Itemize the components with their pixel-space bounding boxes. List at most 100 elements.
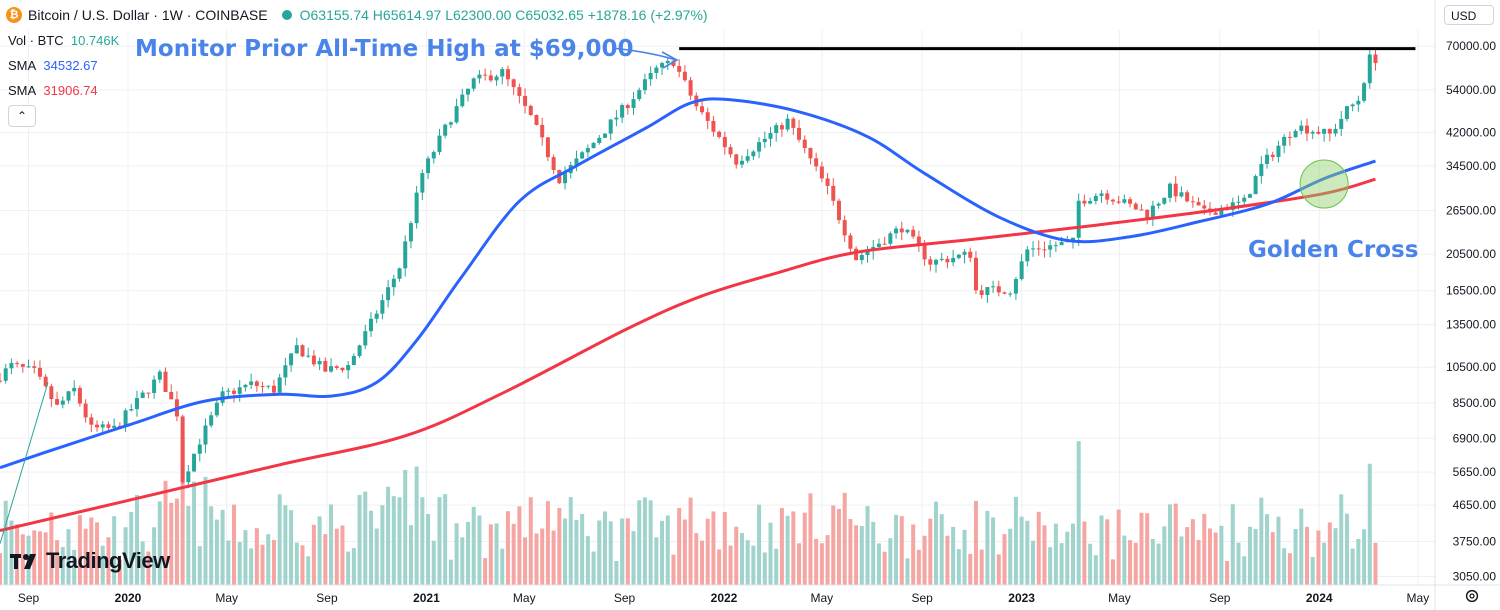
- candle-body: [49, 386, 54, 400]
- candle-body: [671, 60, 676, 67]
- candle-body: [209, 415, 214, 426]
- volume-bar: [363, 491, 368, 585]
- candle-body: [505, 69, 510, 80]
- volume-bar: [306, 556, 311, 585]
- candle-body: [648, 72, 653, 80]
- candle-body: [1322, 128, 1327, 134]
- volume-bar: [825, 535, 830, 585]
- collapse-legend-button[interactable]: ⌃: [8, 105, 36, 127]
- volume-bar: [100, 545, 105, 585]
- volume-bar: [340, 525, 345, 585]
- candle-body: [112, 425, 117, 428]
- volume-bar: [831, 505, 836, 585]
- candle-body: [232, 390, 237, 394]
- candle-body: [351, 355, 356, 366]
- volume-bar: [249, 548, 254, 585]
- candle-body: [574, 158, 579, 165]
- volume-legend[interactable]: Vol · BTC 10.746K: [8, 33, 119, 48]
- volume-bar: [443, 494, 448, 585]
- candle-body: [831, 185, 836, 201]
- candle-body: [186, 471, 191, 483]
- candle-body: [528, 105, 533, 115]
- volume-label: Vol · BTC: [8, 33, 64, 48]
- volume-bar: [1082, 521, 1087, 585]
- volume-bar: [1133, 542, 1138, 585]
- candle-body: [466, 88, 471, 95]
- volume-bar: [802, 512, 807, 585]
- candle-body: [157, 371, 162, 380]
- volume-bar: [66, 529, 71, 585]
- x-tick-label: 2022: [711, 591, 738, 605]
- volume-bar: [311, 524, 316, 585]
- candle-body: [642, 79, 647, 91]
- symbol-title[interactable]: Bitcoin / U.S. Dollar · 1W · COINBASE: [28, 7, 268, 23]
- candle-body: [237, 387, 242, 394]
- candle-body: [717, 131, 722, 137]
- candle-body: [739, 160, 744, 165]
- currency-selector[interactable]: USD: [1444, 5, 1494, 25]
- candle-body: [89, 417, 94, 425]
- volume-bar: [1156, 543, 1161, 585]
- candle-body: [1048, 245, 1053, 250]
- candle-body: [808, 147, 813, 159]
- volume-bar: [1190, 519, 1195, 585]
- volume-bar: [517, 506, 522, 585]
- candle-body: [751, 151, 756, 157]
- candle-body: [32, 366, 37, 368]
- volume-bar: [214, 519, 219, 585]
- candle-body: [882, 243, 887, 245]
- y-tick-label: 34500.00: [1446, 159, 1496, 173]
- volume-bar: [1150, 538, 1155, 585]
- volume-bar: [1356, 538, 1361, 585]
- candle-body: [660, 63, 665, 68]
- sma-fast-legend[interactable]: SMA 34532.67: [8, 58, 98, 73]
- volume-bar: [494, 523, 499, 585]
- volume-bar: [968, 553, 973, 585]
- volume-bar: [523, 537, 528, 585]
- ohlc-open: O63155.74: [299, 7, 369, 23]
- candle-body: [1276, 145, 1281, 158]
- candle-body: [180, 416, 185, 483]
- volume-bar: [557, 507, 562, 585]
- volume-bar: [1122, 535, 1127, 585]
- volume-bar: [871, 521, 876, 585]
- candle-body: [951, 257, 956, 263]
- sma-slow-label: SMA: [8, 83, 37, 98]
- volume-bar: [300, 545, 305, 585]
- gear-icon[interactable]: [1463, 587, 1481, 605]
- candle-body: [494, 76, 499, 81]
- volume-bar: [1042, 525, 1047, 585]
- candle-body: [1373, 54, 1378, 64]
- volume-bar: [1196, 539, 1201, 585]
- volume-bar: [631, 531, 636, 585]
- volume-bar: [540, 528, 545, 585]
- volume-bar: [1242, 556, 1247, 585]
- volume-bar: [1048, 547, 1053, 585]
- candle-body: [123, 410, 128, 427]
- volume-bar: [9, 520, 14, 585]
- sma-slow-legend[interactable]: SMA 31906.74: [8, 83, 98, 98]
- candle-body: [1362, 83, 1367, 101]
- volume-bar: [728, 545, 733, 585]
- x-tick-label: May: [1407, 591, 1430, 605]
- candle-body: [802, 139, 807, 148]
- candle-body: [1304, 125, 1309, 134]
- volume-bar: [991, 517, 996, 585]
- candle-body: [1173, 183, 1178, 197]
- volume-bar: [237, 542, 242, 585]
- volume-bar: [722, 512, 727, 585]
- volume-bar: [1350, 548, 1355, 585]
- volume-bar: [83, 528, 88, 585]
- volume-bar: [488, 524, 493, 585]
- volume-bar: [60, 547, 65, 585]
- volume-bar: [842, 492, 847, 585]
- volume-bar: [146, 551, 151, 585]
- volume-bar: [819, 543, 824, 585]
- candle-body: [734, 154, 739, 165]
- volume-bar: [1099, 515, 1104, 585]
- candle-body: [20, 364, 25, 367]
- candle-body: [911, 229, 916, 237]
- volume-bar: [157, 501, 162, 585]
- volume-bar: [477, 515, 482, 585]
